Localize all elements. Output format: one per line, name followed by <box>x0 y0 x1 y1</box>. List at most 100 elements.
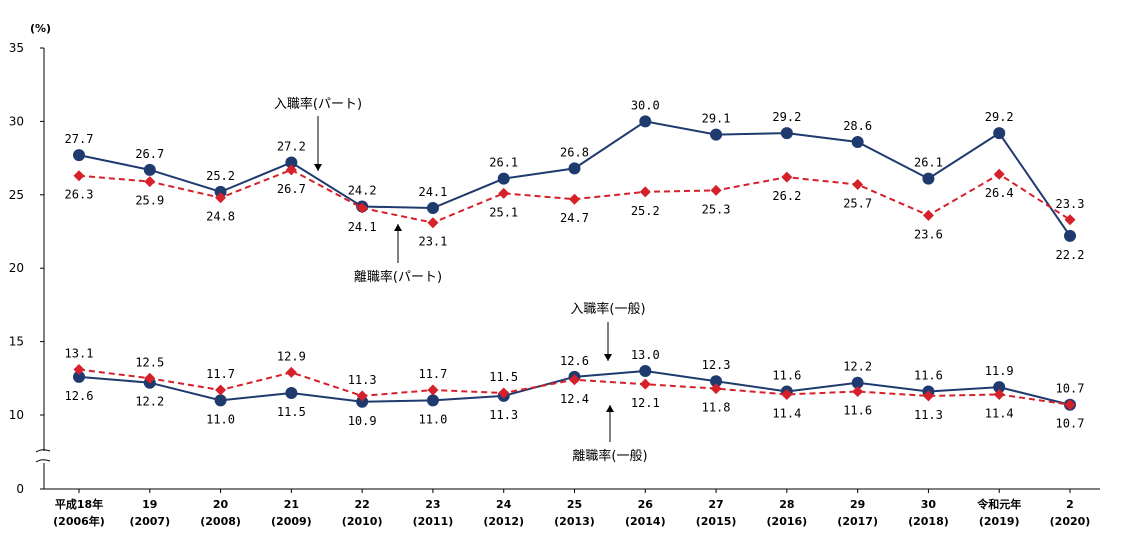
data-label: 11.3 <box>489 408 518 422</box>
x-tick-sublabel: (2011) <box>413 515 454 528</box>
annotation-arrowhead <box>394 224 402 231</box>
data-label: 10.7 <box>1056 382 1085 396</box>
axis-break-mark <box>35 449 51 453</box>
annotations: 入職率(パート) 離職率(パート) 入職率(一般) 離職率(一般) <box>274 96 648 464</box>
data-point <box>144 372 156 384</box>
data-label: 12.1 <box>631 396 660 410</box>
data-point <box>922 172 935 185</box>
data-label: 27.7 <box>65 132 94 146</box>
data-label: 26.7 <box>277 182 306 196</box>
data-point <box>426 202 439 215</box>
data-point <box>356 390 368 402</box>
data-point <box>215 192 227 204</box>
x-tick-label: 令和元年 <box>976 497 1021 511</box>
data-point <box>1064 229 1076 242</box>
data-label: 29.1 <box>702 112 731 126</box>
data-point <box>1064 214 1076 226</box>
x-tick-label: 20 <box>213 498 229 511</box>
x-tick-label: 2 <box>1066 498 1074 511</box>
data-label: 11.0 <box>418 412 447 426</box>
data-label: 28.6 <box>843 119 872 133</box>
data-point <box>922 209 934 221</box>
data-point <box>497 172 510 185</box>
data-label: 12.4 <box>560 392 589 406</box>
data-label: 23.1 <box>418 235 447 249</box>
x-tick-sublabel: (2007) <box>129 515 170 528</box>
data-point <box>710 375 723 388</box>
annotation-arrowhead <box>604 354 612 361</box>
data-label: 26.4 <box>985 186 1014 200</box>
x-tick-sublabel: (2016) <box>767 515 808 528</box>
data-point <box>710 184 722 196</box>
annotation-label: 入職率(パート) <box>274 96 362 112</box>
x-tick-label: 28 <box>779 498 794 511</box>
y-tick-label: 15 <box>9 335 24 349</box>
data-label: 13.1 <box>65 346 94 360</box>
x-tick-label: 19 <box>142 498 157 511</box>
data-point <box>73 363 85 375</box>
data-label: 11.8 <box>702 401 731 415</box>
data-label: 11.6 <box>914 369 943 383</box>
data-point <box>781 171 793 183</box>
data-point <box>285 366 297 378</box>
x-tick-sublabel: (2009) <box>271 515 312 528</box>
data-point <box>781 388 793 400</box>
data-point <box>1064 399 1076 411</box>
data-point <box>498 187 510 199</box>
data-label: 11.6 <box>843 404 872 418</box>
data-point <box>639 364 652 377</box>
data-label: 24.7 <box>560 211 589 225</box>
data-point <box>922 390 934 402</box>
data-label: 12.3 <box>702 358 731 372</box>
x-tick-label: 29 <box>850 498 865 511</box>
data-label: 23.6 <box>914 227 943 241</box>
x-tick-label: 23 <box>425 498 440 511</box>
annotation-label: 入職率(一般) <box>570 301 645 317</box>
data-point <box>852 179 864 191</box>
x-tick-sublabel: (2014) <box>625 515 666 528</box>
data-label: 11.5 <box>277 405 306 419</box>
x-tick-label: 27 <box>708 498 723 511</box>
data-label: 11.7 <box>418 367 447 381</box>
data-label: 26.8 <box>560 145 589 159</box>
data-point <box>143 163 156 176</box>
data-point <box>851 135 864 148</box>
data-point <box>356 202 368 214</box>
data-label: 24.1 <box>348 220 377 234</box>
data-label: 26.7 <box>135 147 164 161</box>
data-label: 12.6 <box>65 389 94 403</box>
data-point <box>569 193 580 205</box>
x-tick-label: 25 <box>567 498 582 511</box>
data-label: 27.2 <box>277 140 306 154</box>
x-tick-label: 26 <box>638 498 654 511</box>
data-label: 26.1 <box>489 156 518 170</box>
data-point <box>639 378 651 390</box>
data-label: 25.1 <box>489 205 518 219</box>
data-point <box>356 395 369 408</box>
data-label: 30.0 <box>631 98 660 112</box>
data-label: 10.9 <box>348 414 377 428</box>
axes: (%) 0 10 15 20 25 30 35 平成18年 (2006年) 19 (2007) 20 (2… <box>9 22 1100 528</box>
data-point <box>993 168 1005 180</box>
x-tick-label: 21 <box>284 498 299 511</box>
x-tick-sublabel: (2013) <box>554 515 595 528</box>
data-point <box>426 394 439 407</box>
x-tick-sublabel: (2017) <box>837 515 878 528</box>
data-label: 24.1 <box>418 185 447 199</box>
y-tick-label: 25 <box>9 188 24 202</box>
y-tick-label: 30 <box>9 114 24 128</box>
data-label: 10.7 <box>1056 417 1085 431</box>
annotation-label: 離職率(パート) <box>354 269 442 285</box>
x-tick-sublabel: (2010) <box>342 515 383 528</box>
data-label: 29.2 <box>985 110 1014 124</box>
data-point <box>215 384 227 396</box>
data-point <box>214 185 227 198</box>
x-tick-sublabel: (2015) <box>696 515 737 528</box>
y-tick-label: 10 <box>9 408 24 422</box>
data-label: 11.7 <box>206 367 235 381</box>
data-label: 25.9 <box>135 194 164 208</box>
data-label: 26.1 <box>914 156 943 170</box>
data-label: 26.2 <box>772 189 801 203</box>
data-point <box>427 217 439 229</box>
data-label: 11.9 <box>985 364 1014 378</box>
